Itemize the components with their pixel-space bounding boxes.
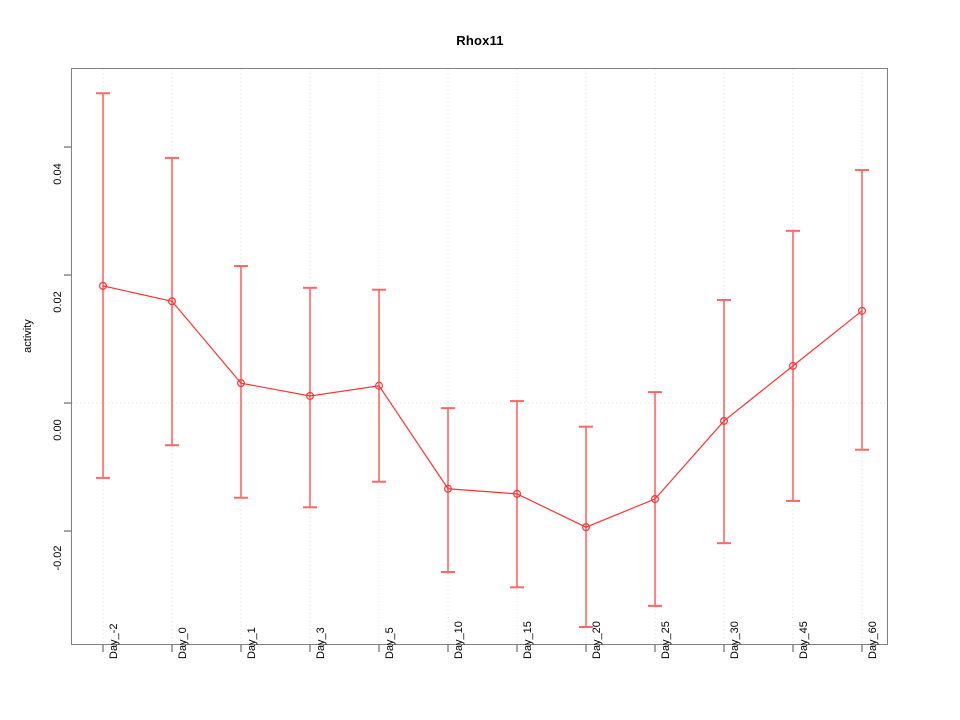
plot-area xyxy=(71,68,888,645)
chart-title: Rhox11 xyxy=(456,33,504,48)
x-tick-label: Day_60 xyxy=(867,621,879,659)
x-tick-label: Day_3 xyxy=(315,627,327,659)
x-tick-label: Day_25 xyxy=(660,621,672,659)
x-tick-label: Day_0 xyxy=(177,627,189,659)
x-tick-label: Day_30 xyxy=(729,621,741,659)
y-axis-title: activity xyxy=(22,319,34,353)
x-tick-label: Day_10 xyxy=(453,621,465,659)
y-tick-label: 0.02 xyxy=(52,291,64,313)
x-tick-label: Day_20 xyxy=(591,621,603,659)
y-tick-label: 0.04 xyxy=(52,163,64,185)
x-tick-label: Day_-2 xyxy=(108,623,120,659)
x-tick-label: Day_5 xyxy=(384,627,396,659)
y-tick-label: 0.00 xyxy=(52,419,64,441)
y-tick-label: -0.02 xyxy=(52,545,64,571)
x-tick-label: Day_1 xyxy=(246,627,258,659)
x-tick-label: Day_45 xyxy=(798,621,810,659)
x-tick-label: Day_15 xyxy=(522,621,534,659)
